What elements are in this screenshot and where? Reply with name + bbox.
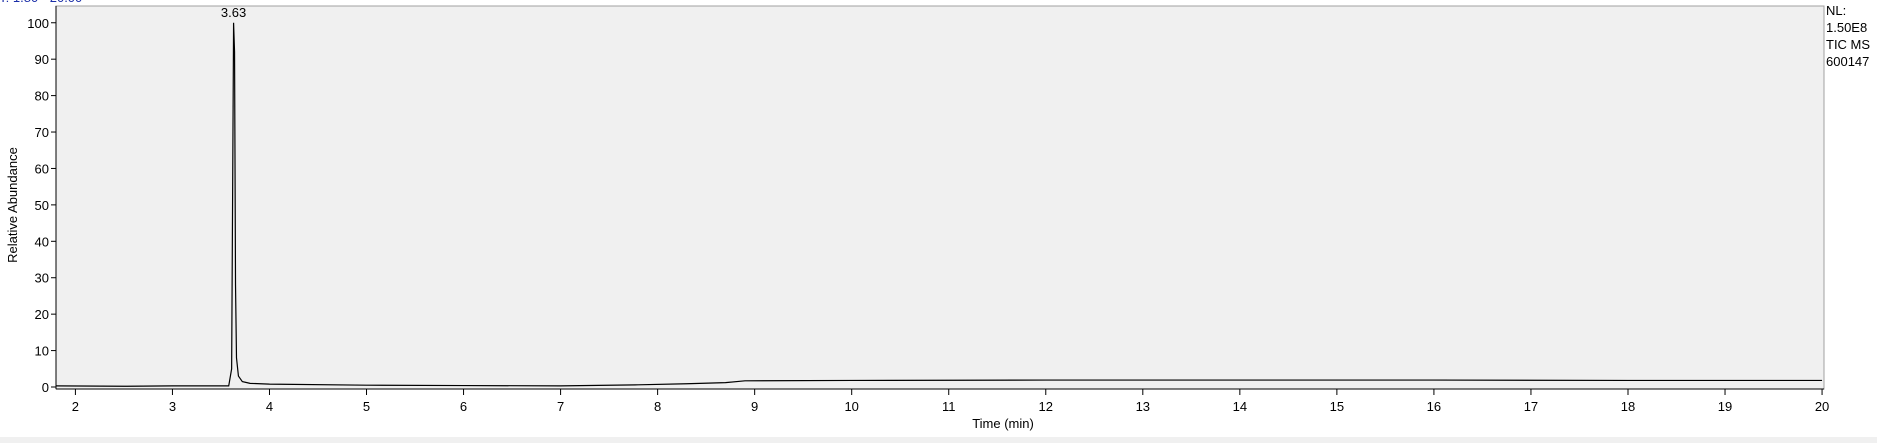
x-tick-label: 13 <box>1136 399 1150 414</box>
y-tick-label: 10 <box>35 344 49 359</box>
x-tick-label: 14 <box>1233 399 1247 414</box>
y-tick-label: 50 <box>35 198 49 213</box>
x-tick-label: 20 <box>1815 399 1829 414</box>
info-label: 1.50E8 <box>1826 20 1867 35</box>
y-tick-label: 40 <box>35 234 49 249</box>
x-tick-label: 12 <box>1039 399 1053 414</box>
y-tick-label: 0 <box>42 380 49 395</box>
range-header: RT: 1.80 - 20.00 <box>0 0 82 5</box>
trace <box>55 22 1823 387</box>
x-tick-label: 8 <box>654 399 661 414</box>
x-tick-label: 6 <box>460 399 467 414</box>
x-tick-label: 16 <box>1427 399 1441 414</box>
y-axis-label: Relative Abundance <box>5 147 20 263</box>
y-tick-label: 80 <box>35 89 49 104</box>
y-tick-label: 60 <box>35 161 49 176</box>
info-label: 600147 <box>1826 54 1869 69</box>
x-tick-label: 3 <box>169 399 176 414</box>
status-strip <box>0 437 1877 443</box>
peak-label: 3.63 <box>221 5 246 20</box>
x-tick-label: 4 <box>266 399 273 414</box>
plot-area <box>55 5 1825 390</box>
y-tick-label: 20 <box>35 307 49 322</box>
x-axis-label: Time (min) <box>972 416 1034 431</box>
y-tick-label: 90 <box>35 52 49 67</box>
x-tick-label: 11 <box>942 399 956 414</box>
x-tick-label: 15 <box>1330 399 1344 414</box>
y-tick-label: 30 <box>35 271 49 286</box>
x-tick-label: 18 <box>1621 399 1635 414</box>
info-label: NL: <box>1826 3 1846 18</box>
y-tick-label: 100 <box>27 16 49 31</box>
x-tick-label: 10 <box>844 399 858 414</box>
x-tick-label: 19 <box>1718 399 1732 414</box>
y-tick-label: 70 <box>35 125 49 140</box>
info-label: TIC MS <box>1826 37 1870 52</box>
x-tick-label: 7 <box>557 399 564 414</box>
x-tick-label: 2 <box>72 399 79 414</box>
x-tick-label: 5 <box>363 399 370 414</box>
x-tick-label: 9 <box>751 399 758 414</box>
x-tick-label: 17 <box>1524 399 1538 414</box>
